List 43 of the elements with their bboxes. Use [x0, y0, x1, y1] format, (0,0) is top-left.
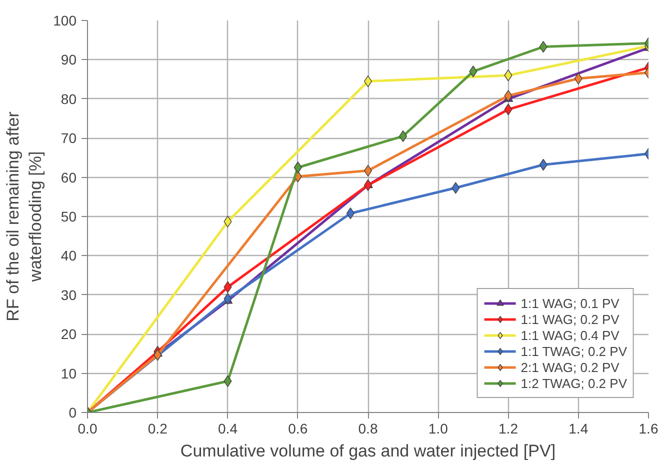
y-tick-label: 20 — [60, 326, 77, 342]
x-tick-label: 1.0 — [428, 420, 448, 436]
y-tick-label: 60 — [60, 169, 77, 186]
point — [154, 349, 162, 361]
point — [224, 375, 232, 387]
x-tick-label: 0.0 — [78, 420, 98, 436]
y-tick-label: 0 — [68, 404, 77, 420]
x-tick-label: 1.2 — [498, 420, 518, 436]
legend-label: 1:1 WAG; 0.4 PV — [520, 327, 620, 343]
point — [504, 70, 512, 82]
x-tick-label: 0.2 — [148, 420, 168, 436]
point — [364, 179, 372, 191]
y-tick-label: 70 — [60, 130, 77, 146]
legend-label: 2:1 WAG; 0.2 PV — [520, 359, 620, 375]
x-tick-label: 1.6 — [638, 420, 658, 436]
point — [399, 130, 408, 142]
point — [364, 75, 372, 88]
legend-label: 1:1 TWAG; 0.2 PV — [520, 343, 627, 359]
y-tick-label: 90 — [60, 52, 77, 68]
point — [452, 182, 460, 194]
legend-label: 1:1 WAG; 0.2 PV — [520, 311, 620, 327]
legend-label: 1:1 WAG; 0.1 PV — [520, 295, 620, 311]
y-tick-label: 50 — [60, 208, 77, 224]
x-tick-label: 0.4 — [218, 420, 238, 436]
y-tick-label: 100 — [53, 12, 77, 28]
point — [224, 281, 232, 293]
legend-label: 1:2 TWAG; 0.2 PV — [520, 375, 627, 391]
x-axis-title: Cumulative volume of gas and water injected [PV] — [180, 442, 556, 460]
y-tick-label: 30 — [60, 286, 77, 303]
y-tick-label: 10 — [60, 365, 77, 382]
point — [504, 104, 512, 116]
y-axis-title: RF of the oil remaining after waterflooding [%] — [3, 111, 46, 322]
point — [294, 162, 302, 174]
x-tick-label: 0.6 — [288, 420, 308, 436]
point — [574, 72, 582, 84]
x-tick-label: 0.8 — [358, 420, 378, 436]
point — [469, 66, 478, 78]
point — [224, 216, 232, 228]
point — [364, 164, 372, 176]
y-tick-label: 40 — [60, 248, 77, 264]
x-tick-label: 1.4 — [568, 420, 588, 436]
point — [346, 208, 354, 220]
y-tick-label: 80 — [60, 90, 77, 107]
